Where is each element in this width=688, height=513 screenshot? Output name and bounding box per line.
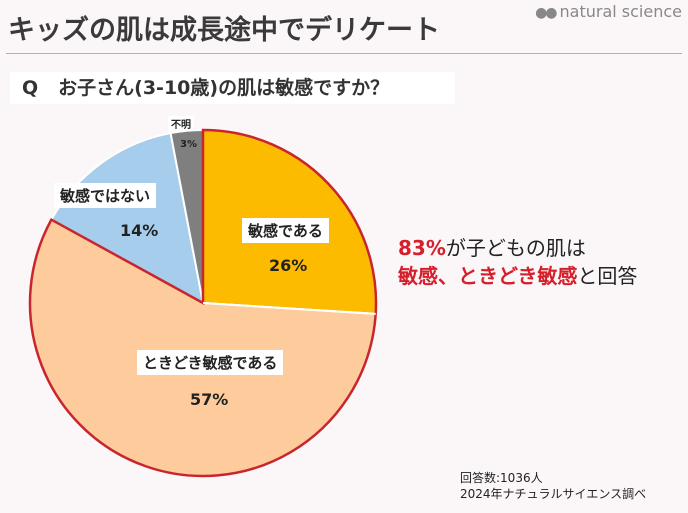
slice-pct-0: 26%: [269, 256, 308, 275]
slice-pct-3: 3%: [180, 139, 197, 150]
survey-source: 2024年ナチュラルサイエンス調べ: [460, 487, 647, 501]
question-prefix: Q: [22, 77, 39, 99]
callout-text-2: と回答: [577, 264, 638, 288]
brand-name: natural science: [559, 2, 682, 21]
respondent-count: 回答数:1036人: [460, 471, 543, 485]
page-title: キッズの肌は成長途中でデリケート: [8, 15, 440, 46]
survey-note: 回答数:1036人 2024年ナチュラルサイエンス調べ: [460, 470, 646, 502]
slice-pct-2: 14%: [120, 221, 159, 240]
dots-icon: ●●: [535, 5, 557, 21]
slice-pct-1: 57%: [190, 390, 229, 409]
highlight-outline: [28, 128, 378, 478]
divider: [6, 53, 682, 54]
question-text: お子さん(3-10歳)の肌は敏感ですか？: [58, 77, 390, 99]
slice-divider: [202, 302, 376, 315]
pie-slice-2: [50, 131, 205, 305]
slice-label-1: ときどき敏感である: [137, 350, 284, 375]
callout-text-1: が子どもの肌は: [445, 236, 586, 260]
slice-label-2: 敏感ではない: [54, 183, 157, 208]
callout: 83%が子どもの肌は 敏感、ときどき敏感と回答: [398, 234, 637, 290]
brand-logo: ●● natural science: [535, 2, 682, 21]
callout-percent: 83%: [398, 236, 446, 260]
slice-label-0: 敏感である: [242, 218, 329, 243]
slice-label-3: 不明: [168, 116, 194, 131]
callout-highlight: 敏感、ときどき敏感: [398, 264, 578, 288]
question-box: Q お子さん(3-10歳)の肌は敏感ですか？: [10, 72, 455, 104]
